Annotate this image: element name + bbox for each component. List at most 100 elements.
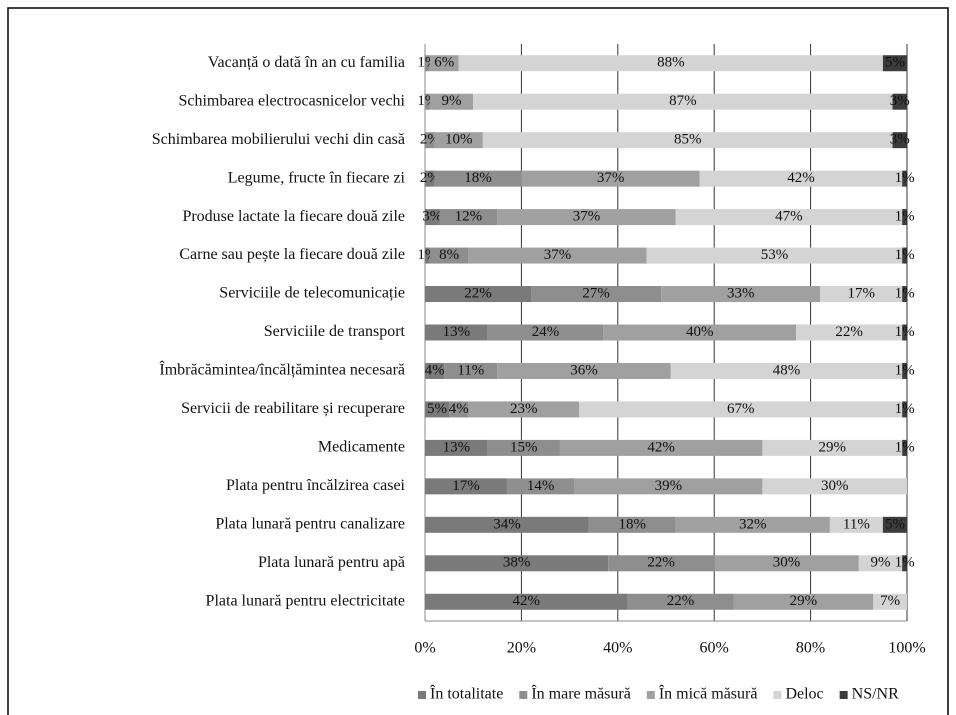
bar-segment xyxy=(425,170,435,187)
bar-segment xyxy=(468,247,647,264)
value-label: 29% xyxy=(790,593,818,609)
value-label: 6% xyxy=(434,55,454,71)
value-label: 1% xyxy=(895,285,915,301)
value-label: 13% xyxy=(443,439,471,455)
value-label: 9% xyxy=(870,555,890,571)
value-label: 23% xyxy=(510,401,538,417)
bar-segment xyxy=(882,516,907,533)
value-label: 37% xyxy=(573,209,601,225)
bar-segment xyxy=(425,247,430,264)
bar-segment xyxy=(425,593,628,610)
y-tick-label: Plata lunară pentru electricitate xyxy=(206,592,405,609)
value-label: 22% xyxy=(647,555,675,571)
value-label: 33% xyxy=(727,285,755,301)
bar-segment xyxy=(902,209,907,226)
bar-segment xyxy=(661,286,821,303)
bar-segment xyxy=(574,478,763,495)
value-label: 1% xyxy=(895,324,915,340)
bar-segment xyxy=(473,93,893,110)
bar-segment xyxy=(675,516,830,533)
bar-segment xyxy=(434,132,483,149)
value-label: 22% xyxy=(464,285,492,301)
value-label: 30% xyxy=(773,555,801,571)
value-label: 10% xyxy=(445,132,473,148)
value-label: 24% xyxy=(532,324,560,340)
value-label: 22% xyxy=(835,324,863,340)
bar-segment xyxy=(892,93,907,110)
bar-segment xyxy=(902,247,907,264)
bar-segment xyxy=(902,401,907,418)
y-tick-label: Produse lactate la fiecare două zile xyxy=(182,208,405,225)
value-label: 7% xyxy=(880,593,900,609)
value-label: 22% xyxy=(667,593,695,609)
value-label: 1% xyxy=(895,362,915,378)
bar-segment xyxy=(458,55,883,72)
legend-swatch xyxy=(773,691,782,699)
value-label: 1% xyxy=(895,247,915,263)
value-label: 42% xyxy=(787,170,815,186)
y-tick-label: Plata pentru încălzirea casei xyxy=(226,477,406,494)
value-label: 88% xyxy=(657,55,685,71)
bar-segment xyxy=(425,362,445,379)
value-label: 1% xyxy=(895,209,915,225)
value-label: 17% xyxy=(847,285,875,301)
value-label: 5% xyxy=(427,401,447,417)
value-label: 37% xyxy=(597,170,625,186)
x-tick-label: 100% xyxy=(888,640,925,657)
bar-segment xyxy=(762,439,903,456)
value-label: 29% xyxy=(819,439,847,455)
bar-segment xyxy=(434,170,522,187)
value-label: 4% xyxy=(449,401,469,417)
bar-segment xyxy=(579,401,903,418)
bar-segment xyxy=(487,324,604,341)
value-label: 1% xyxy=(895,401,915,417)
value-label: 11% xyxy=(457,362,484,378)
bar-segment xyxy=(902,286,907,303)
legend-swatch xyxy=(839,691,848,699)
value-label: 53% xyxy=(761,247,789,263)
value-label: 27% xyxy=(582,285,610,301)
bar-segment xyxy=(733,593,874,610)
bar-segment xyxy=(902,555,907,572)
x-tick-label: 0% xyxy=(414,640,435,657)
bar-segment xyxy=(425,555,609,572)
bar-segment xyxy=(646,247,903,264)
bar-segment xyxy=(820,286,903,303)
bar-segment xyxy=(506,478,575,495)
legend-swatch xyxy=(519,691,528,699)
value-label: 47% xyxy=(775,209,803,225)
legend-label: Deloc xyxy=(785,686,823,703)
value-label: 32% xyxy=(739,516,767,532)
bar-segment xyxy=(892,132,907,149)
bar-segment xyxy=(902,439,907,456)
bar-segment xyxy=(521,170,700,187)
bar-segment xyxy=(873,593,907,610)
value-label: 15% xyxy=(510,439,538,455)
value-label: 87% xyxy=(669,93,697,109)
value-label: 18% xyxy=(464,170,492,186)
value-label: 13% xyxy=(443,324,471,340)
bar-segment xyxy=(468,401,580,418)
value-label: 8% xyxy=(439,247,459,263)
value-label: 1% xyxy=(895,170,915,186)
value-label: 1% xyxy=(895,555,915,571)
y-tick-label: Servicii de reabilitare și recuperare xyxy=(181,400,405,417)
legend-swatch xyxy=(418,691,426,699)
value-label: 42% xyxy=(512,593,540,609)
bar-segment xyxy=(425,93,430,110)
value-label: 17% xyxy=(452,478,480,494)
bar-segment xyxy=(429,247,469,264)
bar-segment xyxy=(902,362,907,379)
bar-segment xyxy=(882,55,907,72)
y-tick-label: Medicamente xyxy=(318,439,405,456)
bar-segment xyxy=(902,324,907,341)
value-label: 14% xyxy=(527,478,555,494)
bar-segment xyxy=(699,170,903,187)
bar-segment xyxy=(487,439,560,456)
legend-label: În mare măsură xyxy=(531,684,631,703)
value-label: 3% xyxy=(890,93,910,109)
bar-segment xyxy=(829,516,883,533)
value-label: 1% xyxy=(895,439,915,455)
y-tick-label: Schimbarea electrocasnicelor vechi xyxy=(178,92,405,109)
